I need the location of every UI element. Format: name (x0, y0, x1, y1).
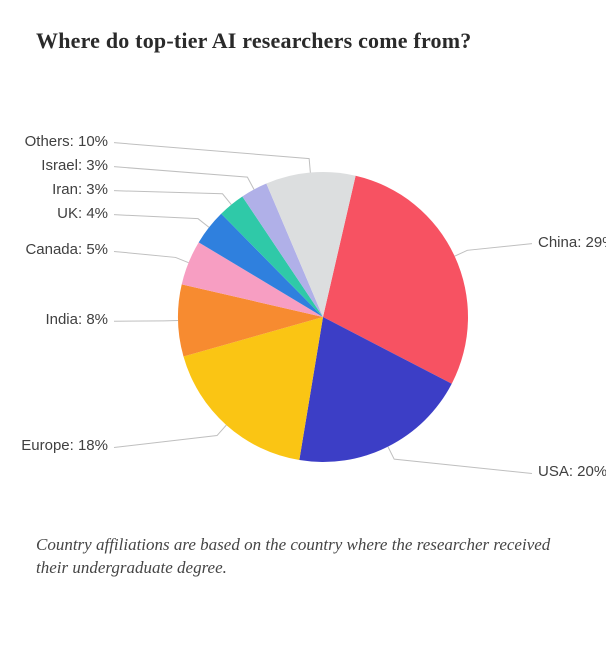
slice-label-canada: Canada: 5% (25, 241, 108, 258)
slice-label-india: India: 8% (45, 311, 108, 328)
leader-line (455, 244, 532, 257)
slice-label-iran: Iran: 3% (52, 181, 108, 198)
pie-svg (36, 62, 570, 522)
leader-line (114, 167, 254, 190)
leader-line (388, 447, 532, 474)
slice-label-europe: Europe: 18% (21, 437, 108, 454)
slice-label-others: Others: 10% (25, 133, 108, 150)
chart-title: Where do top-tier AI researchers come fr… (36, 28, 570, 54)
leader-line (114, 191, 231, 205)
slice-label-uk: UK: 4% (57, 205, 108, 222)
slice-label-israel: Israel: 3% (41, 157, 108, 174)
leader-line (114, 251, 189, 262)
slice-label-china: China: 29% (538, 234, 606, 251)
leader-line (114, 215, 209, 228)
chart-caption: Country affiliations are based on the co… (36, 534, 570, 580)
leader-line (114, 425, 226, 447)
leader-line (114, 321, 178, 322)
pie-chart: China: 29%USA: 20%Others: 10%Israel: 3%I… (36, 62, 570, 522)
page: Where do top-tier AI researchers come fr… (0, 0, 606, 645)
slice-label-usa: USA: 20% (538, 463, 606, 480)
leader-line (114, 143, 310, 173)
